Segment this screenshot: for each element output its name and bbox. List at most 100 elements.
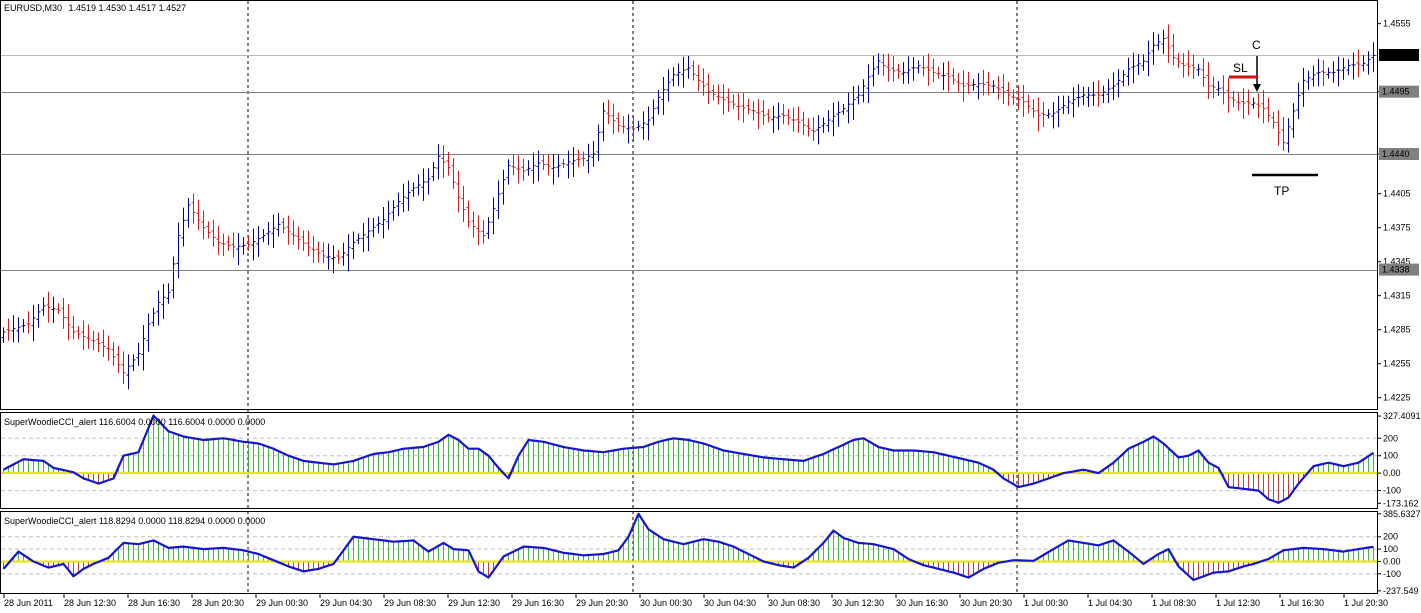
price-tick-label: 1.4315: [1383, 291, 1411, 301]
ohlc-bar: [361, 223, 366, 253]
ohlc-bar: [206, 221, 211, 239]
ohlc-bar: [41, 297, 46, 316]
grid-layer: [1, 1, 1377, 593]
ohlc-bar: [716, 84, 721, 105]
ohlc-bar: [926, 53, 931, 86]
ohlc-bar: [96, 332, 101, 353]
level-price-label: 1.4440: [1382, 149, 1410, 159]
ohlc-bar: [26, 311, 31, 334]
current-price-label: 1.4527: [1382, 51, 1410, 61]
ohlc-bar: [421, 168, 426, 201]
ohlc-bar: [36, 303, 41, 328]
ohlc-bar: [551, 154, 556, 185]
ohlc-bar: [836, 101, 841, 127]
ohlc-bar: [611, 103, 616, 135]
ohlc-bar: [1081, 86, 1086, 106]
cci-tick-label: 200: [1383, 433, 1398, 443]
ohlc-bar: [51, 296, 56, 324]
ohlc-bar: [271, 214, 276, 249]
ohlc-bar: [556, 154, 561, 178]
ohlc-bar: [1316, 58, 1321, 87]
ohlc-bar: [336, 249, 341, 264]
time-tick-label: 28 Jun 2011: [4, 598, 53, 608]
ohlc-bar: [711, 84, 716, 101]
ohlc-bar: [486, 217, 491, 240]
ohlc-bar: [1051, 102, 1056, 129]
time-tick-label: 28 Jun 20:30: [192, 598, 244, 608]
ohlc-bar: [516, 155, 521, 184]
ohlc-bar: [1136, 54, 1141, 76]
ohlc-bar: [1276, 110, 1281, 146]
ohlc-bar: [1226, 77, 1231, 113]
cci-tick-label: 385.6327: [1383, 509, 1421, 519]
ohlc-bar: [1116, 69, 1121, 98]
ohlc-bar: [1266, 97, 1271, 123]
ohlc-bar: [606, 99, 611, 125]
ohlc-bar: [866, 64, 871, 103]
ohlc-bar: [601, 102, 606, 142]
ohlc-bar: [646, 106, 651, 141]
ohlc-bar: [1091, 81, 1096, 106]
ohlc-bar: [241, 236, 246, 255]
ohlc-bar: [971, 79, 976, 91]
ohlc-bar: [191, 193, 196, 224]
ohlc-bar: [286, 215, 291, 245]
ohlc-bar: [841, 103, 846, 115]
ohlc-bar: [651, 99, 656, 126]
ohlc-bar: [621, 116, 626, 134]
ohlc-bar: [376, 216, 381, 234]
ohlc-bar: [346, 234, 351, 272]
ohlc-bar: [901, 62, 906, 84]
ohlc-bar: [781, 103, 786, 125]
price-bars: [1, 24, 1376, 390]
ohlc-bar: [101, 329, 106, 358]
ohlc-bar: [301, 230, 306, 251]
ohlc-bar: [526, 160, 531, 176]
ohlc-bar: [226, 235, 231, 251]
ohlc-bar: [196, 199, 201, 231]
ohlc-bar: [141, 325, 146, 371]
ohlc-bar: [461, 185, 466, 222]
ohlc-bar: [666, 69, 671, 102]
ohlc-bar: [416, 174, 421, 196]
ohlc-bar: [1341, 57, 1346, 80]
ohlc-bar: [1181, 53, 1186, 78]
ohlc-bar: [876, 53, 881, 75]
ohlc-bar: [991, 80, 996, 94]
ohlc-bar: [466, 200, 471, 228]
ohlc-bar: [11, 315, 16, 343]
ohlc-bar: [561, 158, 566, 168]
ohlc-bar: [81, 320, 86, 351]
ohlc-bar: [221, 233, 226, 257]
ohlc-bar: [1351, 52, 1356, 80]
ohlc-bar: [811, 117, 816, 141]
ohlc-bar: [451, 158, 456, 189]
ohlc-bar: [571, 147, 576, 177]
cci-tick-label: -100: [1383, 486, 1401, 496]
ohlc-bar: [856, 85, 861, 105]
ohlc-bar: [131, 354, 136, 372]
ohlc-bar: [701, 68, 706, 96]
level-price-label: 1.4495: [1382, 87, 1410, 97]
ohlc-bar: [541, 154, 546, 170]
ohlc-bar: [531, 152, 536, 184]
ohlc-bar: [996, 75, 1001, 100]
ohlc-bar: [341, 242, 346, 266]
ohlc-bar: [881, 54, 886, 76]
ohlc-bar: [1141, 54, 1146, 71]
ohlc-bar: [1246, 89, 1251, 115]
ohlc-bar: [871, 55, 876, 87]
ohlc-bar: [1061, 95, 1066, 115]
ohlc-bar: [956, 72, 961, 93]
ohlc-bar: [1331, 61, 1336, 83]
ohlc-bar: [261, 229, 266, 243]
ohlc-bar: [771, 105, 776, 133]
ohlc-bar: [231, 232, 236, 258]
time-tick-label: 30 Jun 16:30: [896, 598, 948, 608]
sl-label: SL: [1233, 61, 1248, 75]
time-tick-label: 1 Jul 08:30: [1152, 598, 1196, 608]
time-tick-label: 1 Jul 20:30: [1344, 598, 1388, 608]
price-tick-label: 1.4255: [1383, 359, 1411, 369]
time-tick-label: 28 Jun 16:30: [128, 598, 180, 608]
